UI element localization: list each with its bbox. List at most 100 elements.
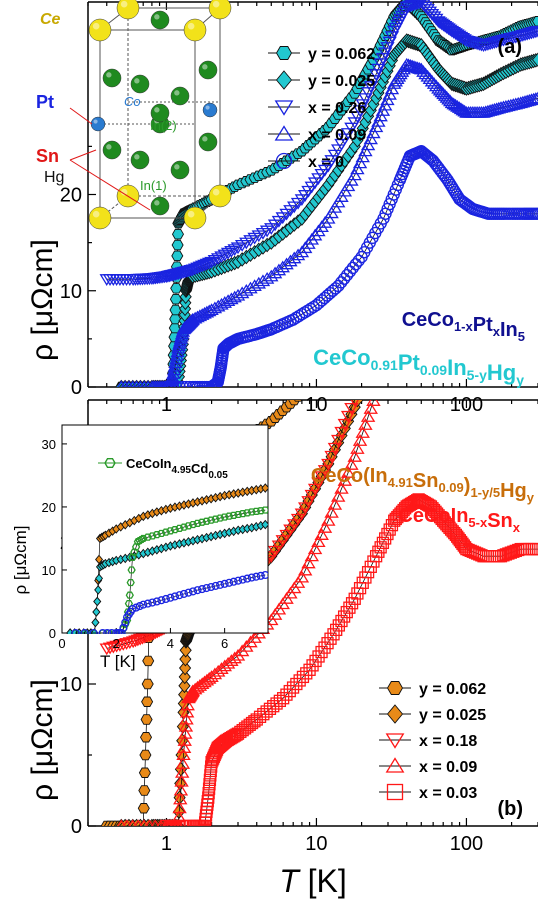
data-point [424, 271, 435, 281]
data-point [271, 263, 287, 276]
data-point [408, 288, 420, 298]
in-atom-highlight [202, 136, 208, 142]
data-point [197, 306, 212, 319]
data-point [393, 244, 404, 254]
inset-data-point [161, 594, 170, 604]
atom-label-pt: Pt [36, 92, 54, 112]
inset-data-point [261, 483, 268, 493]
inset-data-point [243, 574, 252, 583]
in-atom [170, 86, 190, 106]
data-point [500, 344, 511, 354]
ce-atom-highlight [212, 188, 220, 196]
data-point [413, 283, 425, 293]
data-point [416, 294, 427, 307]
data-point [393, 296, 404, 309]
data-point [420, 284, 432, 294]
data-point [373, 338, 384, 351]
panel-b-compound-label-1: CeCo(In4.91Sn0.09)1-y/5Hgy [311, 465, 535, 505]
panel-a-legend: y = 0.062 y = 0.025 x = 0.26 x = 0.09 x = 0 [268, 46, 375, 171]
data-point [531, 52, 538, 68]
data-point [169, 304, 182, 316]
data-point [340, 466, 356, 478]
data-point [530, 25, 538, 38]
ce-atom-highlight [187, 210, 195, 218]
data-point [436, 330, 447, 343]
inset-series-line [75, 574, 266, 634]
data-point [366, 400, 381, 406]
legend-label: x = 0 [308, 154, 344, 171]
data-point [363, 402, 378, 414]
data-point [116, 639, 131, 651]
data-point [412, 250, 423, 260]
data-point [530, 366, 538, 379]
atom-label-in2: In(2) [150, 118, 177, 133]
inset-data-point [184, 588, 193, 597]
data-point [120, 380, 130, 387]
legend-label: x = 0.18 [419, 733, 477, 750]
legend-entry: x = 0.26 [268, 100, 366, 117]
data-point [344, 458, 359, 470]
data-point [327, 442, 343, 455]
inset-series [66, 483, 268, 634]
data-point [398, 241, 409, 251]
inset-data-point [137, 535, 146, 544]
data-point [374, 541, 387, 554]
data-point [314, 528, 329, 540]
data-point [531, 207, 538, 220]
data-point [347, 450, 362, 462]
data-point [410, 286, 422, 296]
data-point [410, 238, 422, 248]
inset-legend-marker [104, 458, 116, 468]
data-point [390, 245, 401, 255]
data-point [287, 519, 302, 531]
data-point [531, 16, 538, 27]
ce-atom-highlight [187, 22, 195, 30]
atom-label-ce: Ce [40, 11, 61, 28]
data-point [484, 339, 496, 349]
data-point [412, 292, 423, 305]
data-point [390, 278, 402, 288]
crystal-structure-inset: Ce Co Pt Sn Hg In(2) In(1) [36, 0, 232, 230]
in-atom-highlight [134, 154, 140, 160]
data-point [214, 251, 229, 264]
data-point [347, 168, 362, 181]
data-point [296, 670, 310, 684]
data-point [279, 529, 294, 542]
inset-data-point [135, 536, 144, 545]
data-point [426, 287, 438, 297]
y-tick-label: 0 [71, 377, 82, 399]
data-point [474, 344, 485, 354]
in-atom [150, 103, 170, 123]
ce-atom [208, 184, 232, 208]
data-point [168, 352, 184, 365]
data-point [463, 339, 474, 349]
inset-data-point [103, 628, 112, 634]
data-point [166, 380, 180, 387]
data-point [283, 684, 296, 698]
data-point [436, 262, 448, 272]
legend-entry: x = 0.03 [379, 783, 477, 802]
data-point [421, 284, 433, 294]
data-point [173, 792, 188, 805]
data-point [429, 244, 441, 254]
inset-x-tick-label: 4 [167, 636, 174, 651]
data-point [340, 410, 356, 423]
data-point [331, 489, 346, 502]
data-point [440, 270, 452, 280]
data-point [446, 288, 458, 298]
data-point [530, 353, 538, 363]
legend-entry: y = 0.025 [379, 704, 486, 724]
data-point [410, 291, 421, 304]
data-point [137, 803, 150, 814]
data-point [183, 380, 196, 387]
data-point [480, 346, 491, 356]
data-point [401, 247, 413, 257]
inset-data-point [261, 506, 268, 514]
data-point [199, 673, 215, 686]
data-point [433, 296, 445, 306]
data-point [294, 508, 310, 521]
data-point [179, 705, 195, 718]
data-point [357, 308, 368, 318]
